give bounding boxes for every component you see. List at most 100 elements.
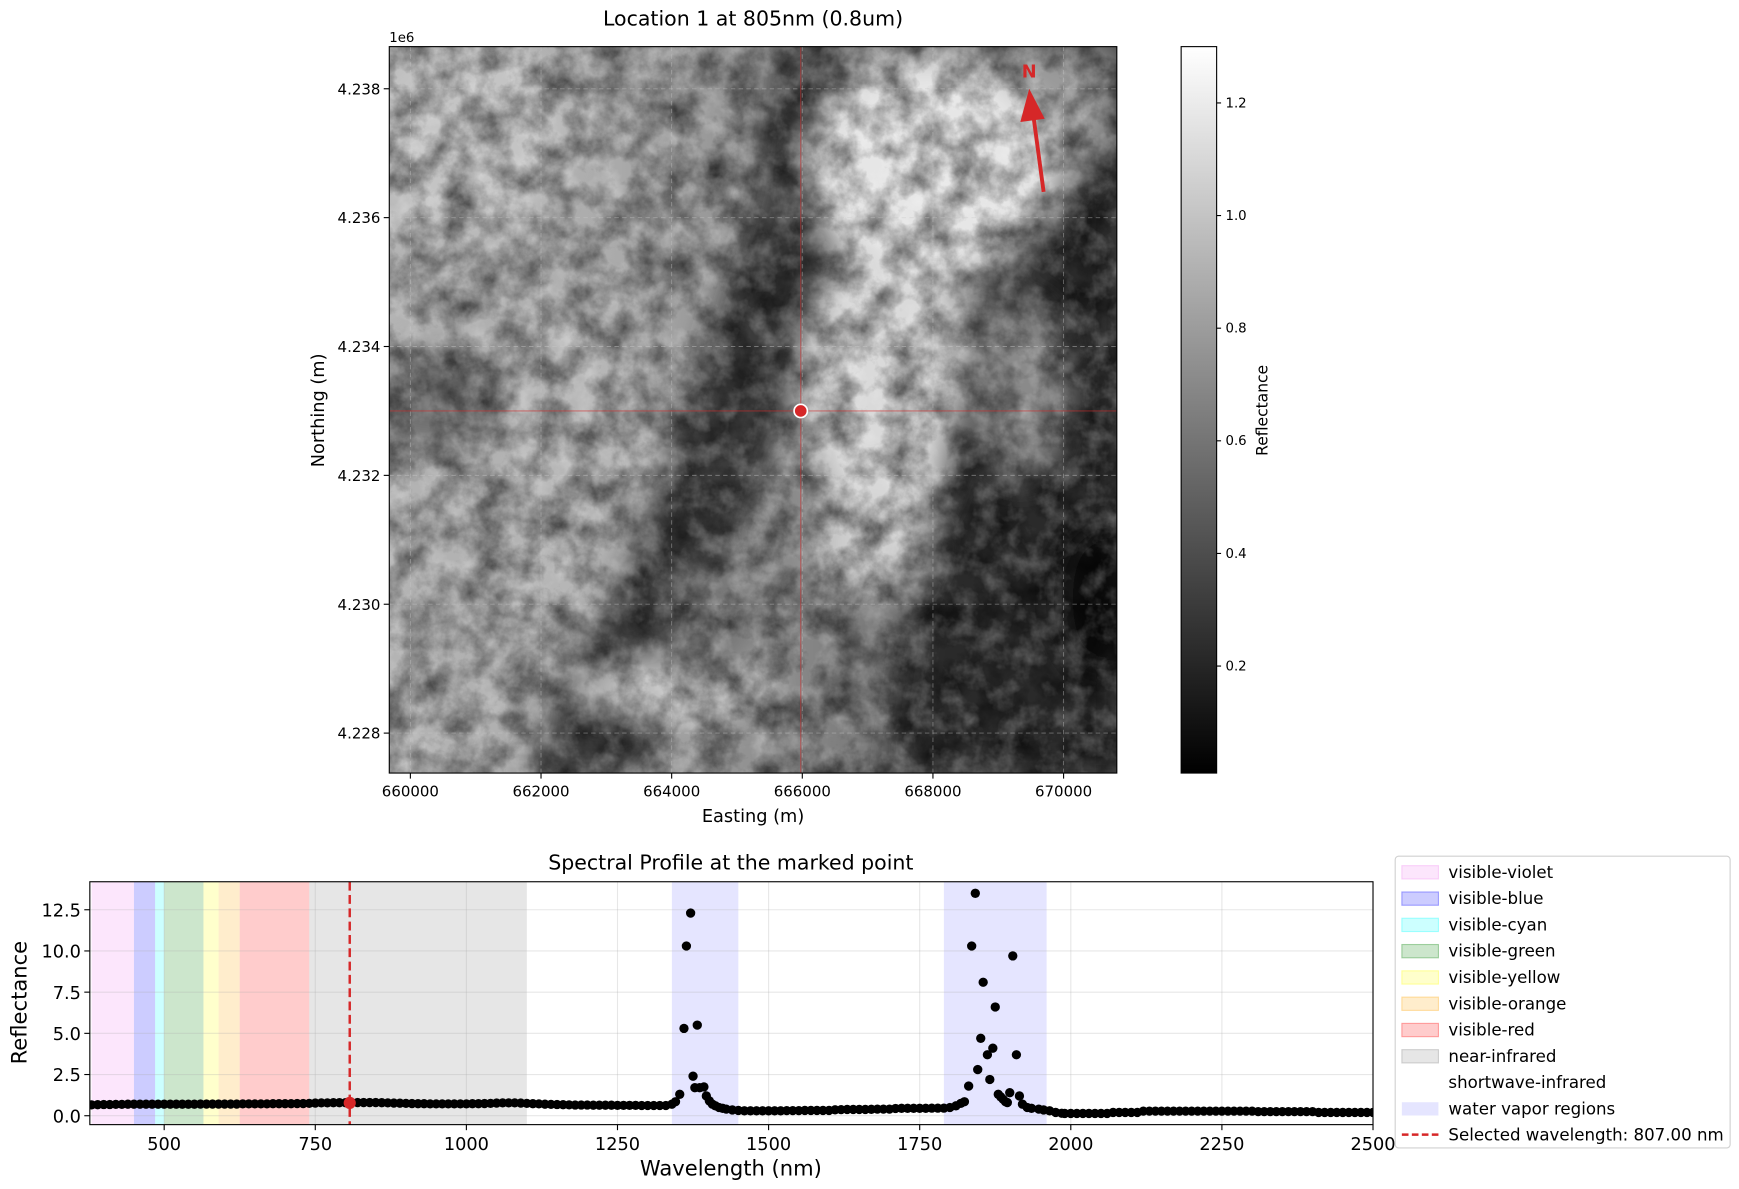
spectrum-point — [959, 1097, 970, 1107]
spectrum-point — [973, 1064, 983, 1075]
band-near-infrared — [309, 881, 527, 1125]
spectrum-y-tick-label: 12.5 — [41, 901, 80, 921]
map-y-tick-label: 4.238 — [338, 80, 381, 98]
band-visible-yellow — [203, 881, 219, 1125]
legend-item-visible-orange: visible-orange — [1401, 994, 1566, 1013]
legend-item-water-vapor-regions: water vapor regions — [1401, 1099, 1615, 1118]
north-label: N — [1022, 63, 1037, 83]
colorbar-tick-label: 0.4 — [1226, 547, 1247, 562]
legend-swatch — [1401, 1049, 1440, 1064]
legend-item-visible-cyan: visible-cyan — [1401, 915, 1547, 934]
band-visible-cyan — [155, 881, 165, 1125]
spectrum-x-tick-label: 1750 — [897, 1135, 942, 1155]
legend-item-visible-red: visible-red — [1401, 1021, 1535, 1040]
spectrum-point — [1014, 1091, 1025, 1101]
spectrum-x-tick-label: 1000 — [444, 1135, 489, 1155]
legend-item-visible-violet: visible-violet — [1401, 863, 1554, 882]
spectrum-ylabel: Reflectance — [7, 941, 32, 1065]
legend-box — [1394, 855, 1731, 1149]
spectrum-x-tick-label: 2500 — [1350, 1135, 1395, 1155]
legend-label: Selected wavelength: 807.00 nm — [1448, 1126, 1723, 1145]
north-arrow: N — [1020, 63, 1046, 193]
spectrum-x-tick-label: 1500 — [746, 1135, 791, 1155]
band-visible-blue — [133, 881, 156, 1125]
legend-swatch — [1401, 970, 1440, 985]
spectrum-point — [976, 1033, 986, 1043]
colorbar — [1180, 46, 1218, 774]
legend-swatch — [1401, 943, 1440, 959]
legend-item-visible-green: visible-green — [1401, 942, 1556, 961]
legend-label: visible-violet — [1448, 863, 1553, 882]
spectrum-point — [685, 908, 696, 918]
spectrum-title: Spectral Profile at the marked point — [548, 851, 913, 875]
legend-swatch — [1401, 865, 1440, 880]
band-visible-orange — [218, 881, 240, 1125]
map-x-tick-label: 660000 — [382, 782, 439, 800]
legend-label: visible-cyan — [1448, 915, 1547, 934]
spectrum-x-tick-label: 2000 — [1048, 1135, 1093, 1155]
spectrum-point — [982, 1050, 993, 1060]
spectrum-point — [988, 1043, 998, 1053]
spectrum-y-tick-label: 0.0 — [53, 1107, 81, 1127]
map-x-tick-label: 668000 — [904, 782, 961, 800]
map-grid — [389, 46, 1117, 774]
legend: visible-violet visible-blue visible-cyan vi… — [1394, 855, 1731, 1149]
spectrum-point — [1026, 1103, 1037, 1113]
legend-item-visible-yellow: visible-yellow — [1401, 968, 1560, 987]
spectral-bands — [91, 881, 1047, 1125]
colorbar-tick-label: 1.2 — [1226, 96, 1247, 111]
legend-label: shortwave-infrared — [1448, 1073, 1606, 1092]
spectrum-point — [970, 888, 980, 898]
band-visible-violet — [91, 881, 134, 1125]
spectrum-xlabel: Wavelength (nm) — [640, 1156, 822, 1181]
north-arrow-head — [1020, 88, 1045, 123]
colorbar-tick-label: 0.8 — [1226, 322, 1247, 337]
legend-item-shortwave-infrared: shortwave-infrared — [1448, 1073, 1606, 1092]
spectrum-x-tick-label: 500 — [147, 1135, 181, 1155]
map-y-tick-label: 4.228 — [338, 725, 381, 743]
legend-label: water vapor regions — [1448, 1099, 1615, 1118]
map-y-tick-label: 4.234 — [338, 338, 381, 356]
legend-swatch — [1401, 891, 1440, 906]
map-y-tick-label: 4.230 — [338, 596, 381, 614]
y-offset-label: 1e6 — [389, 31, 414, 46]
map-xlabel: Easting (m) — [702, 807, 804, 827]
selected-point — [343, 1096, 356, 1109]
spectrum-point — [1011, 1050, 1022, 1060]
legend-item-near-infrared: near-infrared — [1401, 1047, 1556, 1066]
legend-label: visible-orange — [1448, 994, 1566, 1013]
spectrum-y-tick-label: 2.5 — [53, 1066, 81, 1086]
colorbar-tick-label: 0.2 — [1226, 660, 1247, 675]
band-visible-red — [239, 881, 310, 1125]
north-arrow-shaft — [1031, 117, 1046, 193]
spectrum-point — [699, 1082, 709, 1092]
spectrum-point — [967, 941, 977, 951]
spectrum-points — [89, 888, 1374, 1119]
colorbar-label: Reflectance — [1254, 365, 1272, 456]
legend-label: visible-blue — [1448, 889, 1543, 908]
colorbar-tick-label: 0.6 — [1226, 434, 1247, 449]
map-y-tick-label: 4.232 — [338, 467, 381, 485]
spectrum-frame — [89, 881, 1374, 1126]
reflectance-image — [389, 46, 1117, 774]
spectrum-point — [963, 1081, 974, 1091]
spectrum-point — [692, 1020, 702, 1030]
map-ylabel: Northing (m) — [309, 354, 329, 468]
spectrum-point — [688, 1071, 698, 1081]
spectrum-x-tick-label: 1250 — [595, 1135, 640, 1155]
spectrum-point — [681, 941, 692, 951]
spectrum-y-tick-label: 10.0 — [41, 943, 80, 963]
legend-swatch — [1401, 1102, 1439, 1116]
band-visible-green — [164, 881, 204, 1125]
legend-label: visible-red — [1448, 1021, 1534, 1040]
map-x-tick-label: 664000 — [643, 782, 700, 800]
map-title: Location 1 at 805nm (0.8um) — [603, 7, 903, 31]
spectrum-point — [990, 1002, 1000, 1012]
spectrum-x-tick-label: 750 — [298, 1135, 332, 1155]
spectrum-point — [1008, 951, 1018, 961]
spectrum-point — [1368, 1107, 1374, 1118]
spectrum-y-tick-label: 7.5 — [53, 984, 81, 1004]
legend-swatch — [1401, 1022, 1440, 1038]
spectrum-grid — [89, 881, 1374, 1125]
